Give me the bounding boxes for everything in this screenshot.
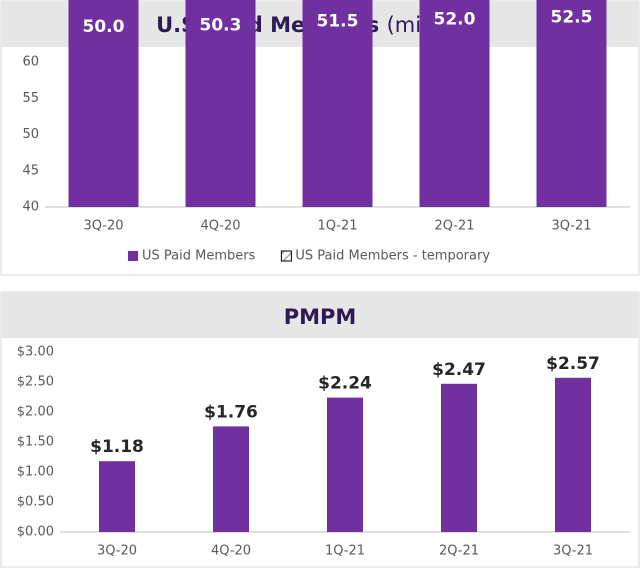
data-label: 50.3 <box>200 16 242 36</box>
y-tick-label: 40 <box>22 200 39 215</box>
y-tick-label: 60 <box>22 55 39 70</box>
legend-swatch <box>128 251 138 261</box>
data-label: 51.5 <box>317 11 359 31</box>
y-tick-label: 50 <box>22 127 39 142</box>
x-tick-label: 1Q-21 <box>317 219 357 234</box>
data-label: $1.76 <box>204 402 258 422</box>
legend-swatch <box>280 250 292 262</box>
panel-header <box>1 292 639 338</box>
bar-segment <box>419 0 490 207</box>
y-tick-label: $1.00 <box>17 465 54 480</box>
data-label: $2.24 <box>318 374 372 394</box>
x-tick-label: 4Q-20 <box>200 219 240 234</box>
bar <box>555 377 591 532</box>
y-tick-label: $0.50 <box>17 495 54 510</box>
data-label: 52.0 <box>434 10 476 30</box>
x-tick-label: 3Q-21 <box>551 219 591 234</box>
y-tick-label: 55 <box>22 91 39 106</box>
y-tick-label: $2.50 <box>17 375 54 390</box>
y-tick-label: 45 <box>22 163 39 178</box>
chart-title: PMPM <box>284 305 357 329</box>
y-tick-label: $0.00 <box>17 525 54 540</box>
data-label: 50.0 <box>83 17 125 37</box>
y-tick-label: $2.00 <box>17 405 54 420</box>
bar <box>441 383 477 532</box>
data-label: 52.5 <box>551 8 593 28</box>
data-label: $1.18 <box>90 437 144 457</box>
bar-segment <box>68 0 139 207</box>
bar <box>99 461 135 532</box>
bar-segment <box>302 0 373 207</box>
data-label: $2.57 <box>546 354 600 374</box>
x-tick-label: 3Q-20 <box>97 544 137 559</box>
x-tick-label: 2Q-21 <box>439 544 479 559</box>
x-tick-label: 4Q-20 <box>211 544 251 559</box>
y-tick-label: $3.00 <box>17 345 54 360</box>
legend-label: US Paid Members <box>142 249 256 264</box>
bar-segment <box>536 0 607 207</box>
x-tick-label: 3Q-21 <box>553 544 593 559</box>
bar <box>213 426 249 532</box>
legend-label: US Paid Members - temporary <box>295 249 490 264</box>
data-label: $2.47 <box>432 360 486 380</box>
x-tick-label: 3Q-20 <box>83 219 123 234</box>
bar-segment <box>185 0 256 207</box>
bar <box>327 397 363 532</box>
x-tick-label: 2Q-21 <box>434 219 474 234</box>
x-tick-label: 1Q-21 <box>325 544 365 559</box>
y-tick-label: $1.50 <box>17 435 54 450</box>
